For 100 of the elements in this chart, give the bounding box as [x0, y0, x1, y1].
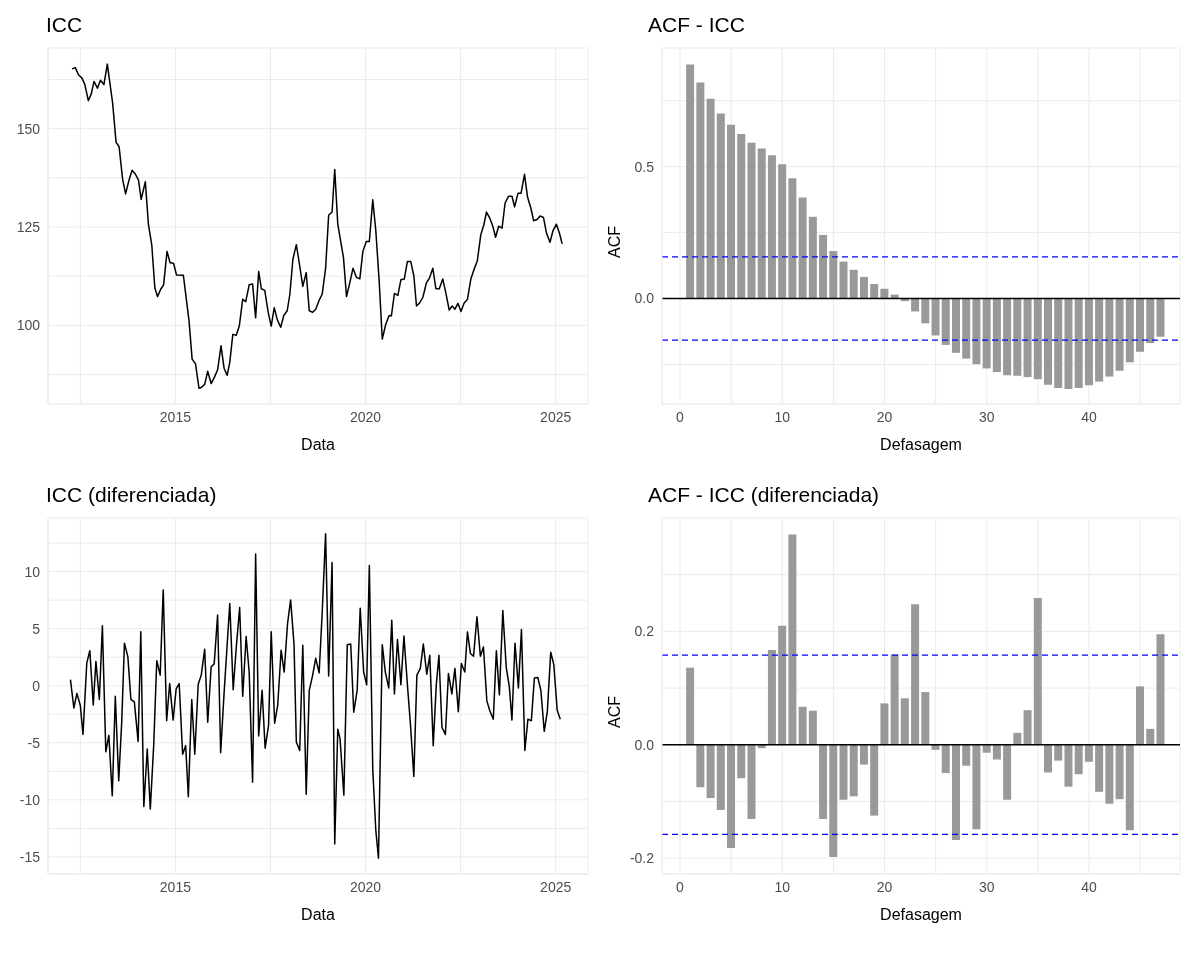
bar	[1033, 298, 1042, 380]
bar	[686, 667, 695, 745]
bar	[696, 744, 705, 788]
bar	[890, 654, 899, 745]
bar	[880, 703, 889, 745]
y-tick-label: 125	[16, 218, 41, 235]
x-tick-label: 2020	[349, 878, 382, 895]
chart-title: ACF - ICC (diferenciada)	[647, 482, 881, 508]
bar	[1156, 634, 1165, 745]
y-tick-label: 0.0	[634, 290, 655, 307]
bar	[1125, 298, 1134, 363]
bar	[1023, 298, 1032, 378]
x-tick-label: 10	[774, 878, 791, 895]
bar	[1054, 298, 1063, 388]
bar	[788, 178, 797, 299]
bar	[1115, 298, 1124, 371]
bar	[982, 298, 991, 369]
bar	[1023, 710, 1032, 745]
bar	[696, 82, 705, 299]
bar	[911, 298, 920, 312]
bar	[829, 251, 838, 299]
bar	[962, 298, 971, 359]
y-tick-label: 100	[16, 317, 41, 334]
bar	[819, 744, 828, 820]
y-tick-label: -5	[27, 734, 41, 751]
bar	[962, 744, 971, 766]
x-axis-title: Data	[301, 436, 335, 453]
bar	[992, 298, 1001, 373]
bar	[849, 744, 858, 797]
bar	[839, 261, 848, 299]
y-tick-label: -10	[19, 791, 41, 808]
bar	[1064, 744, 1073, 787]
bar	[941, 298, 950, 345]
bar	[900, 698, 909, 745]
chart-title: ICC (diferenciada)	[45, 482, 218, 508]
bar	[798, 706, 807, 745]
bar	[1013, 732, 1022, 745]
bar	[859, 276, 868, 299]
bar	[1084, 298, 1093, 386]
bar	[1125, 744, 1134, 831]
x-tick-label: 30	[978, 878, 995, 895]
bar	[1084, 744, 1093, 762]
bar	[829, 744, 838, 857]
bar	[686, 64, 695, 299]
y-tick-label: 150	[16, 120, 41, 137]
bar	[1044, 298, 1053, 385]
x-tick-label: 20	[876, 878, 893, 895]
x-tick-label: 2015	[159, 878, 192, 895]
x-tick-label: 0	[676, 878, 685, 895]
bar	[727, 744, 736, 848]
bar	[706, 744, 715, 799]
bar	[716, 113, 725, 299]
bar	[870, 744, 879, 816]
bar	[747, 744, 756, 820]
y-tick-label: -15	[19, 848, 41, 865]
bar	[1074, 298, 1083, 388]
bar	[767, 155, 776, 299]
bar	[1095, 298, 1104, 382]
bar	[1044, 744, 1053, 773]
bar	[941, 744, 950, 774]
x-tick-label: 30	[978, 408, 995, 425]
bar	[757, 148, 766, 299]
x-tick-label: 0	[676, 408, 685, 425]
y-tick-label: 5	[32, 620, 41, 637]
bar	[737, 744, 746, 779]
bar	[911, 604, 920, 745]
bar	[1003, 298, 1012, 376]
bar	[849, 269, 858, 299]
bar	[992, 744, 1001, 760]
y-tick-label: -0.2	[629, 850, 655, 867]
bar	[778, 164, 787, 299]
bar	[1136, 298, 1145, 352]
bar	[778, 625, 787, 745]
y-tick-label: 0.5	[634, 158, 655, 175]
y-tick-label: 0.0	[634, 736, 655, 753]
y-tick-label: 0.2	[634, 623, 655, 640]
line-series	[69, 532, 561, 859]
bar	[921, 692, 930, 745]
chart-title: ICC	[45, 12, 84, 38]
bar	[767, 650, 776, 745]
x-tick-label: 2015	[159, 408, 192, 425]
y-tick-label: 10	[24, 563, 41, 580]
bar	[716, 744, 725, 810]
bar	[819, 234, 828, 299]
bar	[1156, 298, 1165, 337]
bar	[1105, 298, 1114, 377]
bar	[1105, 744, 1114, 804]
x-tick-label: 20	[876, 408, 893, 425]
bar	[1064, 298, 1073, 389]
x-tick-label: 40	[1081, 408, 1097, 425]
x-axis-title: Data	[301, 906, 335, 923]
bar	[788, 534, 797, 745]
x-tick-label: 2025	[540, 408, 572, 425]
x-tick-label: 10	[774, 408, 791, 425]
bar	[808, 216, 817, 299]
bar	[859, 744, 868, 765]
bar	[1115, 744, 1124, 800]
bar	[747, 142, 756, 299]
bar	[798, 197, 807, 299]
bar	[972, 744, 981, 830]
